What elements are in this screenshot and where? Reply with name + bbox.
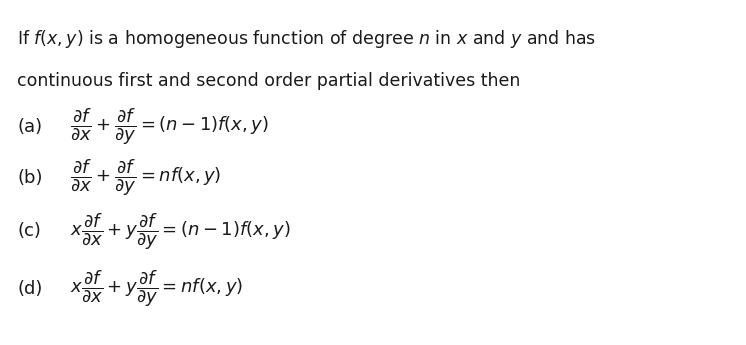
Text: (d): (d): [17, 280, 43, 298]
Text: $\dfrac{\partial f}{\partial x} + \dfrac{\partial f}{\partial y} = (n-1)f(x,y)$: $\dfrac{\partial f}{\partial x} + \dfrac…: [69, 107, 269, 147]
Text: (c): (c): [17, 223, 41, 240]
Text: continuous first and second order partial derivatives then: continuous first and second order partia…: [17, 71, 521, 89]
Text: $x\dfrac{\partial f}{\partial x} + y\dfrac{\partial f}{\partial y} = nf(x,y)$: $x\dfrac{\partial f}{\partial x} + y\dfr…: [69, 268, 242, 309]
Text: $x\dfrac{\partial f}{\partial x} + y\dfrac{\partial f}{\partial y} = (n-1)f(x,y): $x\dfrac{\partial f}{\partial x} + y\dfr…: [69, 211, 290, 252]
Text: (b): (b): [17, 169, 43, 187]
Text: If $f(x, y)$ is a homogeneous function of degree $n$ in $x$ and $y$ and has: If $f(x, y)$ is a homogeneous function o…: [17, 28, 597, 50]
Text: (a): (a): [17, 118, 43, 136]
Text: $\dfrac{\partial f}{\partial x} + \dfrac{\partial f}{\partial y} = nf(x,y)$: $\dfrac{\partial f}{\partial x} + \dfrac…: [69, 157, 221, 198]
